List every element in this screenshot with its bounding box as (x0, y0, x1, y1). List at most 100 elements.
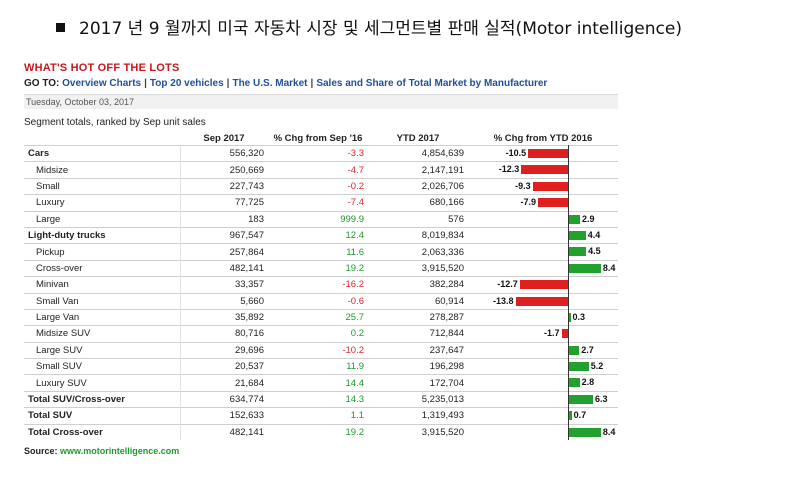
segment-name-cell: Large SUV (24, 341, 180, 359)
chg-sep-cell: -10.2 (268, 341, 368, 359)
chg-sep-cell: -4.7 (268, 161, 368, 179)
table-row: Midsize SUV 80,716 0.2 712,844 -1.7 (24, 325, 618, 343)
heading-text: 2017 년 9 월까지 미국 자동차 시장 및 세그먼트별 판매 실적(Mot… (79, 19, 682, 39)
sep-2017-cell: 77,725 (179, 194, 268, 212)
chg-ytd-bar-label: 5.2 (590, 361, 604, 372)
sep-2017-cell: 152,633 (179, 407, 268, 425)
chg-ytd-bar-cell: 6.3 (468, 390, 618, 408)
bar-axis-line (568, 243, 569, 260)
brand-title: WHAT'S HOT OFF THE LOTS (24, 62, 180, 74)
source-url[interactable]: www.motorintelligence.com (60, 446, 180, 457)
nav-divider: | (226, 78, 230, 89)
chg-ytd-bar (569, 362, 589, 372)
col-header-ytd-2017: YTD 2017 (396, 133, 440, 144)
bar-axis-line (568, 374, 569, 391)
ytd-2017-cell: 5,235,013 (368, 390, 468, 408)
chg-ytd-bar-label: 4.5 (588, 246, 601, 257)
chg-ytd-bar (569, 263, 601, 273)
nav-link-overview-charts[interactable]: Overview Charts (62, 78, 142, 89)
table-row: Luxury 77,725 -7.4 680,166 -7.9 (24, 194, 618, 212)
col-header-chg-sep: % Chg from Sep '16 (273, 133, 363, 144)
chg-ytd-bar-label: -13.8 (493, 295, 514, 306)
sales-panel: WHAT'S HOT OFF THE LOTS GO TO: Overview … (24, 62, 618, 456)
chg-sep-cell: -3.3 (268, 144, 368, 162)
chg-ytd-bar-cell: -9.3 (468, 177, 618, 195)
chg-ytd-bar (532, 181, 568, 191)
chg-ytd-bar-label: -1.7 (544, 328, 560, 339)
segment-sales-table: Sep 2017 % Chg from Sep '16 YTD 2017 % C… (24, 133, 618, 441)
segment-name-cell: Light-duty trucks (24, 226, 180, 244)
segment-name-cell: Small SUV (24, 358, 180, 375)
ytd-2017-cell: 172,704 (368, 374, 468, 392)
nav-link-top-20-vehicles[interactable]: Top 20 vehicles (149, 78, 224, 89)
chg-ytd-bar (569, 247, 587, 257)
chg-sep-cell: 14.4 (268, 374, 368, 392)
segment-name-cell: Luxury (24, 194, 180, 212)
segment-name-cell: Cross-over (24, 259, 180, 277)
chg-ytd-bar (521, 165, 568, 175)
chg-ytd-bar (519, 280, 568, 290)
table-row: Luxury SUV 21,684 14.4 172,704 2.8 (24, 374, 618, 392)
chg-ytd-bar-cell: -12.3 (468, 161, 618, 179)
chg-sep-cell: 14.3 (268, 390, 368, 408)
chg-ytd-bar-label: 4.4 (587, 229, 601, 240)
chg-sep-cell: 25.7 (268, 308, 368, 326)
chg-ytd-bar-cell: 8.4 (468, 423, 618, 441)
segment-name-cell: Total SUV (24, 407, 180, 425)
bar-axis-line (568, 276, 569, 293)
source-label: Source: (24, 446, 58, 457)
bar-axis-line (568, 308, 569, 326)
col-header-segment (24, 134, 180, 146)
sep-2017-cell: 29,696 (179, 341, 268, 359)
ytd-2017-cell: 4,854,639 (368, 144, 468, 162)
nav-link-us-market[interactable]: The U.S. Market (232, 78, 308, 89)
chg-sep-cell: 19.2 (268, 423, 368, 441)
source-line: Source: www.motorintelligence.com (24, 446, 618, 456)
chg-ytd-bar-cell: -7.9 (468, 194, 618, 212)
ytd-2017-cell: 2,147,191 (368, 161, 468, 179)
chg-ytd-bar-label: -10.5 (505, 148, 527, 158)
ytd-2017-cell: 1,319,493 (368, 407, 468, 425)
chg-sep-cell: -0.2 (268, 177, 368, 195)
chg-sep-cell: 11.6 (268, 243, 368, 261)
sep-2017-cell: 21,684 (179, 374, 268, 392)
bullet-square-icon (56, 23, 65, 32)
chg-ytd-bar (569, 214, 581, 224)
page-heading: 2017 년 9 월까지 미국 자동차 시장 및 세그먼트별 판매 실적(Mot… (56, 14, 682, 39)
chg-sep-cell: -0.6 (268, 292, 368, 310)
chg-ytd-bar-label: -12.7 (497, 279, 518, 290)
chg-ytd-bar-cell: 2.8 (468, 374, 618, 392)
ytd-2017-cell: 680,166 (368, 194, 468, 212)
table-row: Small Van 5,660 -0.6 60,914 -13.8 (24, 292, 618, 310)
bar-axis-line (568, 358, 569, 375)
chg-ytd-bar-cell: -10.5 (468, 144, 618, 162)
segment-name-cell: Midsize SUV (24, 325, 180, 343)
chg-ytd-bar-label: -7.9 (520, 197, 536, 208)
chg-ytd-bar-label: 2.8 (581, 377, 595, 388)
segment-name-cell: Total Cross-over (24, 423, 180, 441)
table-row: Large 183 999.9 576 2.9 (24, 210, 618, 228)
chg-ytd-bar-label: 8.4 (602, 262, 616, 273)
ytd-2017-cell: 2,063,336 (368, 243, 468, 261)
table-row: Total SUV/Cross-over 634,774 14.3 5,235,013… (24, 390, 618, 408)
ytd-2017-cell: 3,915,520 (368, 423, 468, 441)
chg-ytd-bar (561, 329, 568, 339)
nav-link-sales-share-manufacturer[interactable]: Sales and Share of Total Market by Manuf… (316, 78, 548, 89)
table-row: Total SUV 152,633 1.1 1,319,493 0.7 (24, 407, 618, 425)
segment-name-cell: Small (24, 177, 180, 195)
ytd-2017-cell: 278,287 (368, 308, 468, 326)
chg-ytd-bar-label: 0.3 (572, 311, 586, 322)
bar-axis-line (568, 325, 569, 342)
bar-axis-line (568, 210, 569, 227)
chg-ytd-bar (537, 198, 568, 208)
chg-ytd-bar-cell: 2.7 (468, 341, 618, 359)
chg-ytd-bar-label: 6.3 (594, 393, 608, 404)
chg-ytd-bar (569, 378, 580, 388)
ytd-2017-cell: 196,298 (368, 358, 468, 375)
table-row: Cross-over 482,141 19.2 3,915,520 8.4 (24, 259, 618, 277)
ytd-2017-cell: 576 (368, 210, 468, 228)
table-row: Total Cross-over 482,141 19.2 3,915,520 8.4 (24, 423, 618, 441)
chg-sep-cell: -16.2 (268, 276, 368, 294)
nav-divider: | (144, 78, 147, 89)
ytd-2017-cell: 60,914 (368, 292, 468, 310)
